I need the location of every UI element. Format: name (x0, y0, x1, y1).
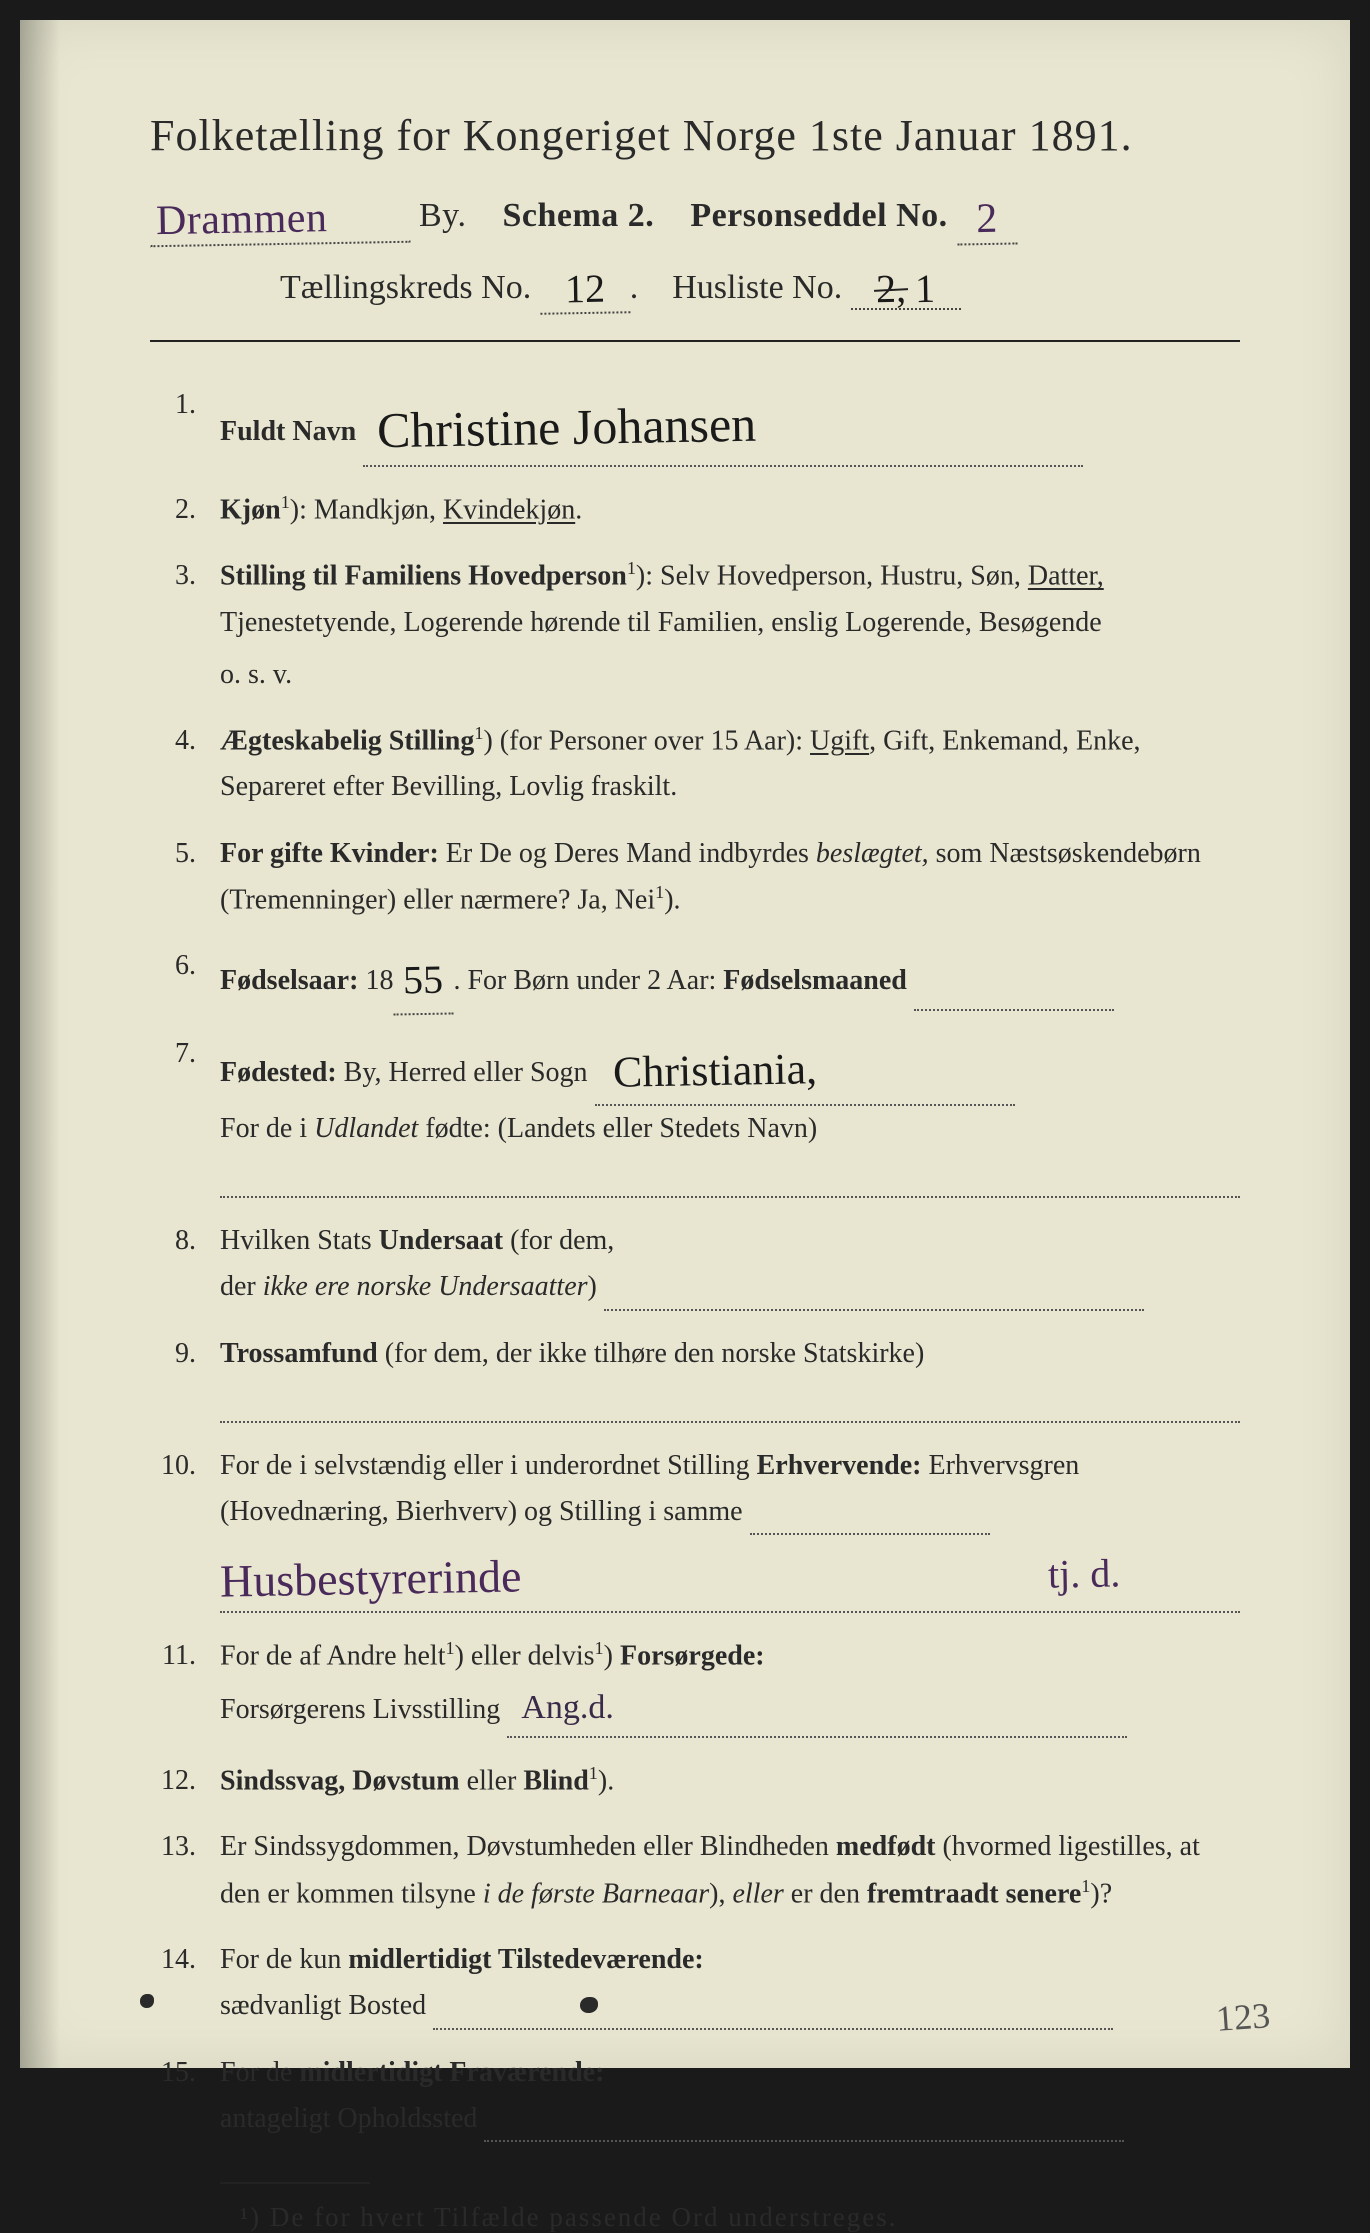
item-6: 6. Fødselsaar: 1855. For Børn under 2 Aa… (150, 943, 1240, 1011)
item-11: 11. For de af Andre helt1) eller delvis1… (150, 1633, 1240, 1738)
footnote-rule (220, 2182, 370, 2184)
item-3: 3. Stilling til Familiens Hovedperson1):… (150, 553, 1240, 698)
item-4: 4. Ægteskabelig Stilling1) (for Personer… (150, 718, 1240, 811)
ink-spot (140, 1994, 154, 2008)
full-name-hand: Christine Johansen (376, 383, 757, 472)
ink-spot (580, 1997, 598, 2013)
occupation-hand: Husbestyrerinde (219, 1539, 522, 1620)
corner-mark: 123 (1215, 1994, 1272, 2040)
husliste-struck: 2, (876, 265, 907, 313)
occupation-note-hand: tj. d. (1047, 1541, 1120, 1608)
item-1: 1. Fuldt Navn Christine Johansen (150, 382, 1240, 467)
item-7: 7. Fødested: By, Herred eller Sogn Chris… (150, 1031, 1240, 1198)
divider (150, 340, 1240, 342)
item-12: 12. Sindssvag, Døvstum eller Blind1). (150, 1758, 1240, 1805)
kreds-label: Tællingskreds No. (280, 269, 531, 306)
birthplace-hand: Christiania, (612, 1034, 817, 1110)
item-14: 14. For de kun midlertidigt Tilstedevære… (150, 1937, 1240, 2029)
census-form-page: Folketælling for Kongeriget Norge 1ste J… (20, 20, 1350, 2068)
provider-hand: Ang.d. (521, 1680, 614, 1736)
footnote: ¹) De for hvert Tilfælde passende Ord un… (150, 2202, 1240, 2233)
item-10: 10. For de i selvstændig eller i underor… (150, 1443, 1240, 1613)
item-2: 2. Kjøn1): Mandkjøn, Kvindekjøn. (150, 487, 1240, 534)
header-row-2: Tællingskreds No. 12. Husliste No. 2, 1 (150, 261, 1240, 310)
by-label: By. (419, 197, 466, 234)
kreds-no: 12 (539, 264, 630, 315)
header-row-1: Drammen By. Schema 2. Personseddel No. 2 (150, 189, 1240, 239)
person-label: Personseddel No. (690, 197, 947, 234)
item-15: 15. For de midlertidigt Fraværende: anta… (150, 2050, 1240, 2142)
by-handwritten: Drammen (150, 193, 411, 248)
item-8: 8. Hvilken Stats Undersaat (for dem, der… (150, 1218, 1240, 1310)
page-title: Folketælling for Kongeriget Norge 1ste J… (150, 110, 1240, 161)
husliste-label: Husliste No. (672, 269, 842, 306)
husliste-no: 1 (915, 265, 936, 312)
item-5: 5. For gifte Kvinder: Er De og Deres Man… (150, 831, 1240, 924)
person-no: 2 (956, 194, 1017, 245)
schema-label: Schema 2. (502, 197, 654, 234)
birth-year-hand: 55 (393, 947, 454, 1016)
item-13: 13. Er Sindssygdommen, Døvstumheden elle… (150, 1824, 1240, 1917)
item-9: 9. Trossamfund (for dem, der ikke tilhør… (150, 1331, 1240, 1423)
